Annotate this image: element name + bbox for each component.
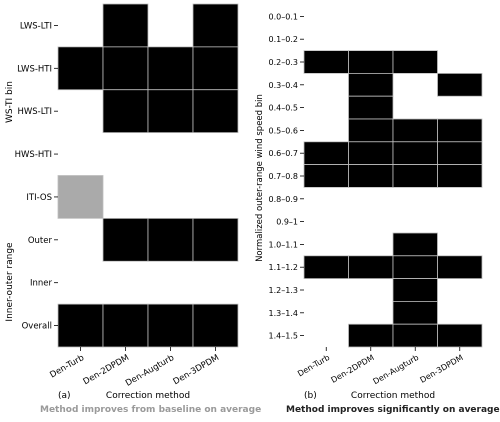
panel-b-row-label: 0.6–0.7 [269, 149, 298, 158]
panel-b-cell [303, 164, 349, 188]
panel-a-cell [192, 3, 239, 48]
panel-a-row-label: HWS-LTI [17, 107, 52, 117]
panel-b-cell [392, 255, 438, 280]
panel-b-cell [437, 164, 483, 188]
panel-b-cell [392, 278, 438, 302]
panel-a-row-label: Overall [22, 322, 52, 332]
panel-b-cell [392, 50, 438, 74]
panel-b-row-label: 0.1–0.2 [269, 35, 298, 44]
panel-b-row-label: 1.2–1.3 [269, 286, 298, 295]
panel-a-row-label: Outer [28, 236, 53, 246]
panel-a-y-axis-label-top: WS-TI bin [5, 81, 15, 123]
panel-a-row-label: Inner [30, 279, 53, 289]
panel-b-cell [348, 95, 394, 120]
panel-b-cell [392, 323, 438, 348]
panel-a-cell [57, 175, 104, 219]
panel-b-x-axis-label: Correction method [351, 391, 435, 401]
panel-b-cell [437, 73, 483, 97]
panel-b-row-label: 0.3–0.4 [269, 81, 298, 90]
panel-b-column-label: Den-Turb [296, 353, 331, 379]
panel-b-cell [437, 255, 483, 280]
panel-a-cell [102, 217, 149, 262]
panel-a-cell [102, 46, 149, 91]
panel-a-cell [192, 303, 239, 348]
panel-b-row-label: 0.0–0.1 [269, 12, 298, 21]
panel-b-y-axis-label: Normalized outer-range wind speed bin [255, 94, 265, 262]
panel-a-column-label: Den-2DPDM [82, 353, 131, 387]
panel-a-title: Method improves from baseline on average [40, 405, 262, 415]
panel-b-cell [348, 141, 394, 166]
panel-b-row-label: 0.2–0.3 [269, 58, 298, 67]
panel-b-row-label: 1.3–1.4 [269, 309, 298, 318]
panel-a-cell [192, 89, 239, 134]
panel-a-column-label: Den-Augturb [124, 353, 176, 389]
panel-b-cell [392, 164, 438, 188]
panel-a-cell [102, 303, 149, 348]
panel-b-panel-label: (b) [304, 391, 317, 401]
panel-a-panel-label: (a) [58, 391, 71, 401]
panel-b-cell [392, 118, 438, 143]
panel-b-row-label: 0.8–0.9 [269, 195, 298, 204]
panel-b-cell [392, 141, 438, 166]
panel-a-y-axis-label-bottom: Inner-outer range [5, 242, 15, 322]
panel-b-row-label: 0.9–1 [276, 218, 298, 227]
panel-b-title: Method improves significantly on average [286, 405, 500, 415]
panel-b-row-label: 0.4–0.5 [269, 104, 298, 113]
panel-a-cell [147, 217, 194, 262]
panel-b-cell [437, 141, 483, 166]
panel-b-row-label: 1.4–1.5 [269, 332, 298, 341]
panel-a-cell [57, 303, 104, 348]
panel-a-cell [192, 217, 239, 262]
panel-a-cell [57, 46, 104, 91]
panel-b-column-label: Den-2DPDM [330, 353, 376, 385]
panel-a-row-label: HWS-HTI [15, 150, 52, 160]
panel-b-cell [392, 300, 438, 325]
panel-b-cell [437, 118, 483, 143]
panel-b-row-label: 1.1–1.2 [269, 263, 298, 272]
panel-b-cell [303, 50, 349, 74]
panel-a-cell [147, 89, 194, 134]
panel-b-cell [348, 73, 394, 97]
panel-b-cell [437, 323, 483, 348]
panel-a-cell [147, 46, 194, 91]
panel-b-row-label: 0.7–0.8 [269, 172, 298, 181]
panel-a-cell [102, 3, 149, 48]
panel-a-cell [147, 303, 194, 348]
panel-a-cell [102, 89, 149, 134]
panel-b-cell [392, 232, 438, 257]
panel-a-column-label: Den-Turb [48, 353, 86, 380]
panel-b-cell [303, 255, 349, 280]
panel-b-cell [348, 118, 394, 143]
panel-b-row-label: 1.0–1.1 [269, 240, 298, 249]
panel-a-cell [192, 46, 239, 91]
panel-a-row-label: LWS-LTI [20, 21, 52, 31]
panel-b-row-label: 0.5–0.6 [269, 126, 298, 135]
panel-b-cell [348, 164, 394, 188]
panel-b-cell [348, 50, 394, 74]
panel-b-column-label: Den-Augturb [372, 353, 421, 386]
panel-b-cell [303, 141, 349, 166]
panel-a-column-label: Den-3DPDM [172, 353, 221, 387]
panel-a-row-label: LWS-HTI [17, 64, 52, 74]
panel-b-cell [348, 255, 394, 280]
panel-b-cell [348, 323, 394, 348]
panel-b-column-label: Den-3DPDM [419, 353, 465, 385]
panel-a-x-axis-label: Correction method [106, 391, 190, 401]
panel-a-row-label: ITI-OS [26, 193, 52, 203]
